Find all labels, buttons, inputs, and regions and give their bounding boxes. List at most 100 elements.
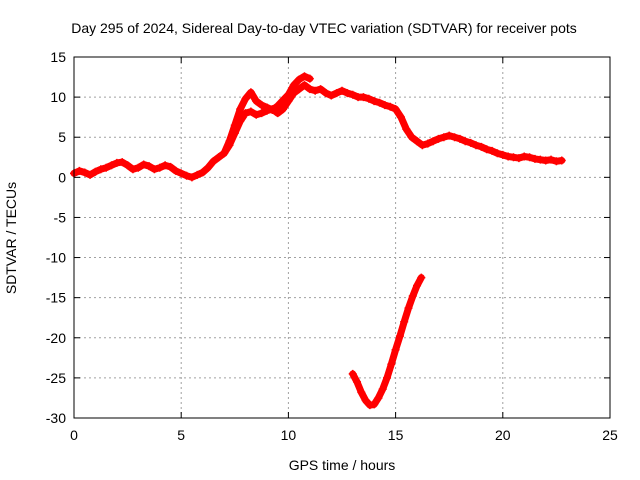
- data-point: [273, 101, 282, 110]
- data-point: [450, 133, 459, 142]
- data-point: [353, 377, 362, 386]
- data-point: [391, 345, 400, 354]
- data-point: [91, 167, 100, 176]
- data-point: [429, 137, 438, 146]
- grid-layer: [74, 57, 610, 418]
- data-point: [75, 166, 84, 175]
- data-point: [417, 273, 426, 282]
- data-point: [530, 154, 539, 163]
- data-point: [86, 170, 95, 179]
- data-point: [273, 109, 282, 118]
- data-point: [171, 166, 180, 175]
- data-point: [107, 161, 116, 170]
- data-point: [370, 400, 379, 409]
- data-point: [498, 150, 507, 159]
- y-tick-label: 10: [50, 89, 66, 105]
- data-layer: [70, 72, 566, 410]
- x-tick-label: 10: [281, 427, 297, 443]
- data-point: [145, 162, 154, 171]
- data-point: [332, 89, 341, 98]
- data-point: [327, 91, 336, 100]
- data-point: [150, 165, 159, 174]
- y-tick-label: 15: [50, 49, 66, 65]
- data-point: [455, 134, 464, 143]
- data-point: [364, 94, 373, 103]
- y-tick-label: 5: [58, 129, 66, 145]
- series-lower-dip: [348, 273, 426, 410]
- data-point: [246, 107, 255, 116]
- data-point: [155, 163, 164, 172]
- data-point: [241, 94, 250, 103]
- data-point: [209, 157, 218, 166]
- data-point: [123, 161, 132, 170]
- data-point: [359, 93, 368, 102]
- data-point: [520, 152, 529, 161]
- y-tick-label: -20: [46, 330, 66, 346]
- x-tick-label: 15: [388, 427, 404, 443]
- data-point: [139, 160, 148, 169]
- series-upper-branch: [220, 72, 314, 158]
- data-point: [408, 292, 417, 301]
- data-point: [536, 155, 545, 164]
- data-point: [204, 163, 212, 172]
- data-point: [102, 163, 111, 172]
- data-point: [386, 102, 395, 111]
- data-point: [305, 85, 314, 94]
- data-point: [509, 153, 518, 162]
- data-point: [300, 81, 309, 90]
- data-point: [482, 145, 491, 154]
- data-point: [514, 154, 523, 163]
- data-point: [557, 156, 566, 165]
- data-point: [423, 139, 432, 148]
- data-point: [177, 169, 186, 178]
- data-point: [198, 168, 207, 177]
- data-point: [547, 155, 556, 164]
- data-point: [402, 125, 411, 134]
- data-point: [413, 137, 422, 146]
- data-point: [466, 138, 475, 147]
- data-point: [257, 101, 266, 110]
- data-point: [252, 110, 261, 119]
- data-point: [289, 81, 298, 90]
- x-tick-label: 25: [602, 427, 618, 443]
- data-point: [268, 105, 277, 114]
- data-point: [391, 105, 400, 114]
- data-point: [387, 360, 396, 369]
- data-point: [236, 105, 245, 114]
- data-point: [375, 98, 384, 107]
- data-point: [193, 170, 202, 179]
- data-point: [321, 89, 330, 98]
- data-point: [504, 152, 513, 161]
- data-point: [80, 168, 89, 177]
- data-point: [400, 317, 409, 326]
- data-point: [380, 101, 389, 110]
- data-point: [343, 89, 352, 98]
- data-point: [413, 281, 422, 290]
- data-point: [118, 158, 127, 167]
- data-point: [187, 173, 196, 182]
- x-tick-label: 5: [177, 427, 185, 443]
- data-point: [112, 158, 121, 167]
- data-point: [541, 156, 550, 165]
- data-point: [262, 103, 271, 112]
- data-point: [96, 165, 105, 174]
- data-point: [396, 113, 405, 122]
- y-tick-label: -30: [46, 410, 66, 426]
- data-point: [166, 162, 175, 171]
- data-point: [300, 72, 309, 81]
- series-band: [70, 81, 566, 181]
- data-point: [395, 332, 404, 341]
- y-tick-label: -25: [46, 370, 66, 386]
- data-point: [161, 161, 170, 170]
- tick-label-layer: 0 5 10 15 20 25 -30 -25 -20 -15 -10 -5 0 5 10 15: [46, 49, 618, 443]
- data-point: [378, 385, 387, 394]
- data-point: [182, 171, 191, 180]
- data-point: [214, 153, 223, 162]
- data-point: [295, 75, 304, 84]
- data-point: [370, 97, 379, 106]
- data-point: [418, 141, 427, 150]
- data-point: [295, 85, 304, 94]
- data-point: [445, 131, 454, 140]
- data-point: [220, 149, 229, 158]
- data-point: [134, 163, 143, 172]
